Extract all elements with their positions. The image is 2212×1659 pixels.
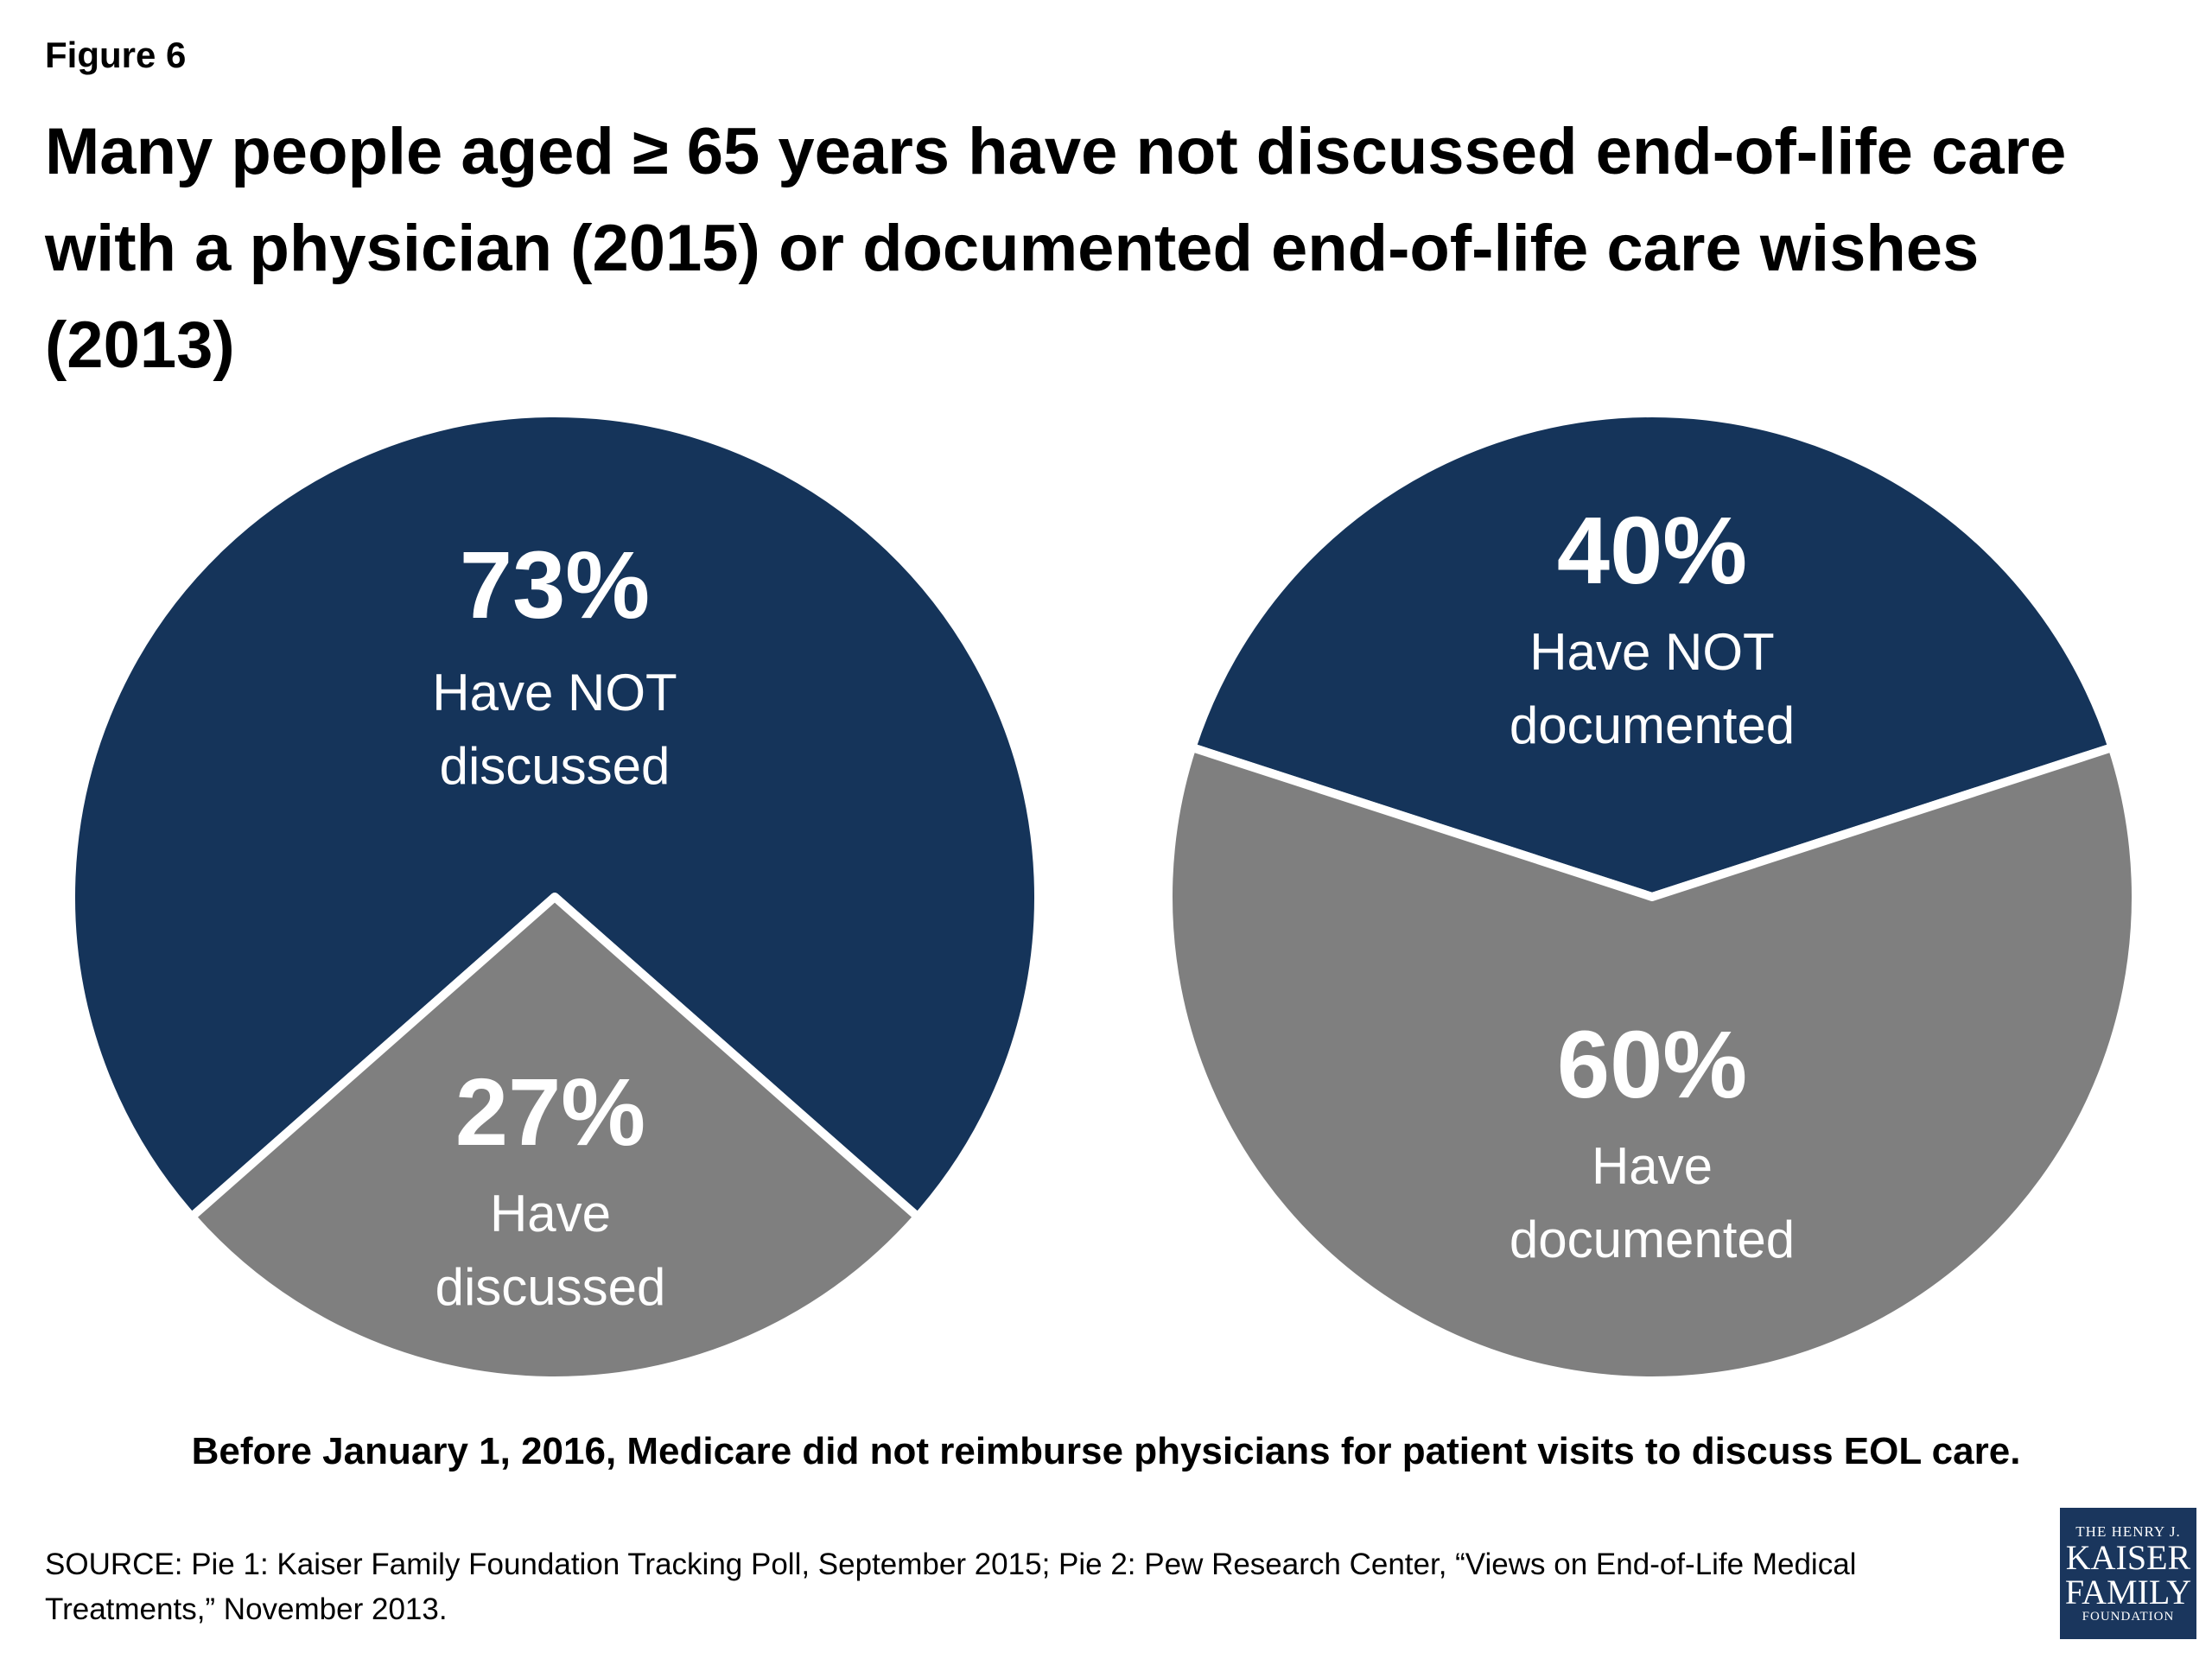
pie2-slice-documented (1164, 743, 2140, 1386)
pie2-pct-not-documented: 40% (1557, 498, 1747, 604)
pie1-label-not-discussed-line2: discussed (440, 737, 671, 795)
pie1-label-discussed-line2: discussed (435, 1258, 666, 1316)
pie2-pct-documented: 60% (1557, 1012, 1747, 1118)
pie1-slice-discussed (187, 893, 923, 1385)
logo-line-2: KAISER (2065, 1537, 2191, 1577)
logo-line-1: THE HENRY J. (2075, 1522, 2181, 1540)
pie1-slice-not-discussed (67, 409, 1043, 1222)
pie2-label-not-documented-line1: Have NOT (1529, 623, 1774, 681)
figure-label: Figure 6 (45, 35, 187, 75)
pie1-label-discussed-line1: Have (490, 1185, 611, 1243)
logo-line-3: FAMILY (2064, 1572, 2192, 1611)
pie-chart-2: 40% Have NOT documented 60% Have documen… (1164, 409, 2140, 1386)
pie2-label-documented-line1: Have (1592, 1137, 1713, 1195)
pie1-label-not-discussed-line1: Have NOT (432, 664, 677, 721)
pie2-label-documented-line2: documented (1510, 1211, 1795, 1268)
chart-title: Many people aged ≥ 65 years have not dis… (45, 115, 2067, 382)
pie2-label-not-documented-line2: documented (1510, 696, 1795, 754)
logo-line-4: FOUNDATION (2082, 1609, 2175, 1624)
pie1-pct-not-discussed: 73% (460, 532, 650, 639)
pie-chart-1: 73% Have NOT discussed 27% Have discusse… (67, 409, 1043, 1385)
source-text: SOURCE: Pie 1: Kaiser Family Foundation … (45, 1548, 1857, 1626)
pie1-pct-discussed: 27% (455, 1059, 645, 1166)
kff-logo: THE HENRY J. KAISER FAMILY FOUNDATION (2060, 1508, 2196, 1639)
pie2-slice-not-documented (1187, 409, 2117, 901)
footnote: Before January 1, 2016, Medicare did not… (191, 1430, 2021, 1472)
